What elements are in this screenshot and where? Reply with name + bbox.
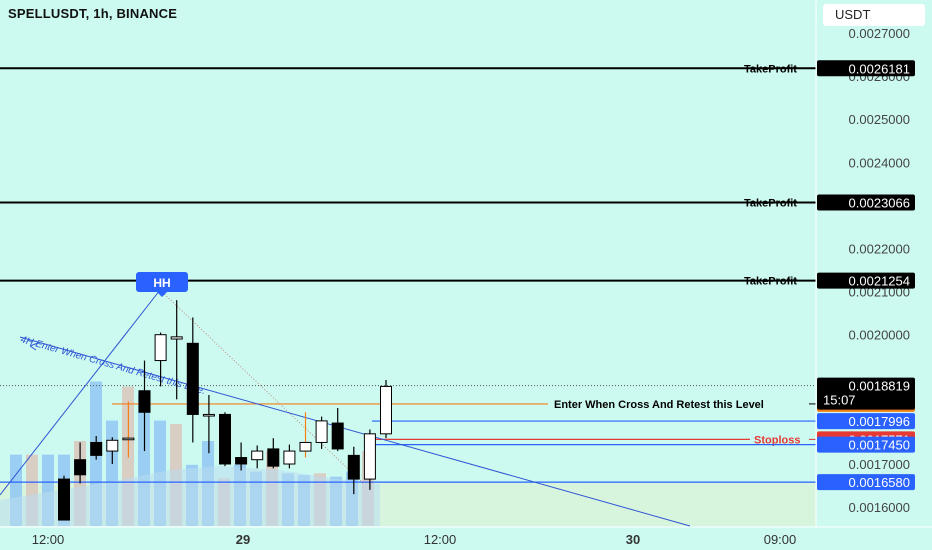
take-profit-1-price-tag	[817, 60, 915, 77]
retest-trendline	[19, 336, 691, 527]
take-profit-3-price-text: 0.0021254	[849, 274, 910, 289]
currency-button[interactable]: USDT	[823, 4, 925, 26]
trendline-arrow-icon	[29, 342, 39, 351]
time-axis: 12:00 29 12:00 30 09:00	[0, 526, 932, 550]
candle-body	[235, 457, 248, 465]
candle-body	[219, 413, 231, 465]
candle-body	[138, 390, 151, 413]
candle-body	[90, 441, 103, 456]
rising-trendline	[0, 289, 161, 496]
candle-body	[251, 450, 264, 461]
x-tick-label: 30	[626, 532, 640, 547]
y-tick-label: 0.0016000	[849, 500, 910, 515]
x-tick-label: 29	[236, 532, 250, 547]
blue-level-upper-price-text: 0.0017996	[849, 414, 910, 429]
take-profit-2-price-tag	[817, 194, 915, 211]
y-tick-label: 0.0024000	[849, 155, 910, 170]
projection-dotted-line	[159, 289, 365, 485]
lower-level-price-text: 0.0016580	[849, 475, 910, 490]
candle-body	[58, 478, 70, 521]
candle-body	[347, 454, 360, 480]
candle-body	[202, 413, 215, 417]
take-profit-1-label: TakeProfit	[744, 63, 797, 75]
candle-body	[283, 450, 296, 465]
pattern-badge: HH	[136, 272, 188, 297]
stoploss-label: Stoploss	[754, 434, 800, 446]
y-tick-label: 0.0027000	[849, 26, 910, 41]
candle-body	[267, 448, 280, 467]
blue-level-lower-price-text: 0.0017450	[849, 438, 910, 453]
badge-shape	[136, 272, 188, 297]
symbol-title[interactable]: SPELLUSDT, 1h, BINANCE	[8, 6, 178, 21]
x-tick-label: 09:00	[764, 532, 797, 547]
candle-body	[315, 420, 328, 443]
candle-body	[363, 433, 376, 480]
take-profit-3-price-tag	[817, 272, 915, 289]
horizontal-levels: TakeProfit TakeProfit TakeProfit Enter When…	[0, 63, 816, 483]
take-profit-3-label: TakeProfit	[744, 276, 797, 288]
take-profit-2-label: TakeProfit	[744, 198, 797, 210]
entry-label: Enter When Cross And Retest this Level	[554, 399, 764, 411]
time-axis-background	[0, 527, 932, 550]
last-price-tag	[817, 377, 915, 410]
candle-body	[122, 437, 135, 441]
y-tick-label: 0.0022000	[849, 242, 910, 257]
lower-level-price-tag	[817, 474, 915, 491]
blue-level-lower-price-tag	[817, 436, 915, 453]
candle-body	[331, 422, 344, 450]
countdown-text: 15:07	[823, 393, 856, 408]
take-profit-2-price-text: 0.0023066	[849, 196, 910, 211]
blue-level-upper-price-tag	[817, 413, 915, 430]
candle-body	[380, 385, 392, 435]
y-tick-label: 0.0017000	[849, 457, 910, 472]
candle-body	[106, 439, 119, 452]
candle-body	[299, 441, 312, 452]
candle-body	[74, 459, 87, 476]
x-tick-label: 12:00	[424, 532, 457, 547]
candle-body	[170, 336, 183, 340]
y-tick-label: 0.0020000	[849, 328, 910, 343]
candle-body	[154, 334, 167, 362]
price-labels: 0.00261810.00230660.00212540.00183940.00…	[817, 60, 915, 491]
take-profit-1-price-text: 0.0026181	[849, 61, 910, 76]
y-tick-label: 0.0025000	[849, 112, 910, 127]
badge-label: HH	[153, 276, 170, 290]
x-tick-label: 12:00	[32, 532, 65, 547]
candles	[58, 300, 392, 521]
candle-body	[186, 342, 199, 415]
volume-ma-area	[0, 466, 380, 526]
last-price-text: 0.0018819	[849, 379, 910, 394]
